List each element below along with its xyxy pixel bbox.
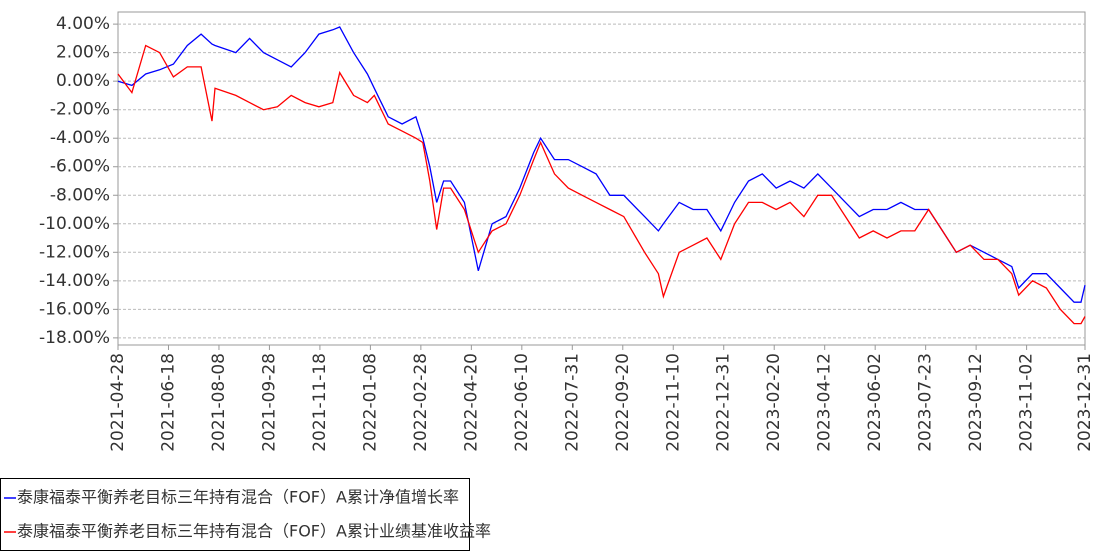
x-tick-label: 2023-02-20 [764, 353, 784, 452]
legend-text: 泰康福泰平衡养老目标三年持有混合（FOF）A累计业绩基准收益率 [17, 522, 491, 541]
x-tick-label: 2022-06-10 [512, 353, 532, 452]
y-tick-label: -2.00% [50, 100, 110, 120]
y-tick-label: -8.00% [50, 185, 110, 205]
x-tick-label: 2021-06-18 [158, 353, 178, 452]
series-line [117, 44, 1086, 325]
y-tick-label: -18.00% [39, 328, 110, 348]
x-tick-label: 2021-08-08 [209, 353, 229, 452]
x-tick-label: 2021-09-28 [259, 353, 279, 452]
x-tick-label: 2022-01-08 [360, 353, 380, 452]
y-tick-label: -10.00% [39, 214, 110, 234]
y-tick-label: -14.00% [39, 271, 110, 291]
x-tick-label: 2023-09-12 [966, 353, 986, 452]
y-tick-label: -6.00% [50, 157, 110, 177]
y-tick-label: 0.00% [56, 71, 110, 91]
x-tick-label: 2023-07-23 [916, 353, 936, 452]
x-tick-label: 2022-11-10 [663, 353, 683, 452]
x-tick-label: 2022-12-31 [714, 353, 734, 452]
y-tick-label: 4.00% [56, 14, 110, 34]
legend-text: 泰康福泰平衡养老目标三年持有混合（FOF）A累计净值增长率 [17, 488, 459, 507]
x-tick-label: 2023-11-02 [1017, 353, 1037, 452]
plot-area [117, 11, 1086, 346]
x-tick-label: 2022-09-20 [613, 353, 633, 452]
x-tick-label: 2023-04-12 [815, 353, 835, 452]
x-tick-label: 2022-07-31 [562, 353, 582, 452]
y-tick-label: -16.00% [39, 299, 110, 319]
x-tick-label: 2022-02-28 [411, 353, 431, 452]
y-tick-label: 2.00% [56, 43, 110, 63]
x-tick-label: 2022-04-20 [461, 353, 481, 452]
y-tick-label: -4.00% [50, 128, 110, 148]
x-tick-label: 2021-04-28 [108, 353, 128, 452]
x-tick-label: 2023-12-31 [1075, 353, 1095, 452]
y-tick-label: -12.00% [39, 242, 110, 262]
x-tick-label: 2023-06-02 [865, 353, 885, 452]
x-tick-label: 2021-11-18 [310, 353, 330, 452]
legend-box [0, 478, 470, 551]
